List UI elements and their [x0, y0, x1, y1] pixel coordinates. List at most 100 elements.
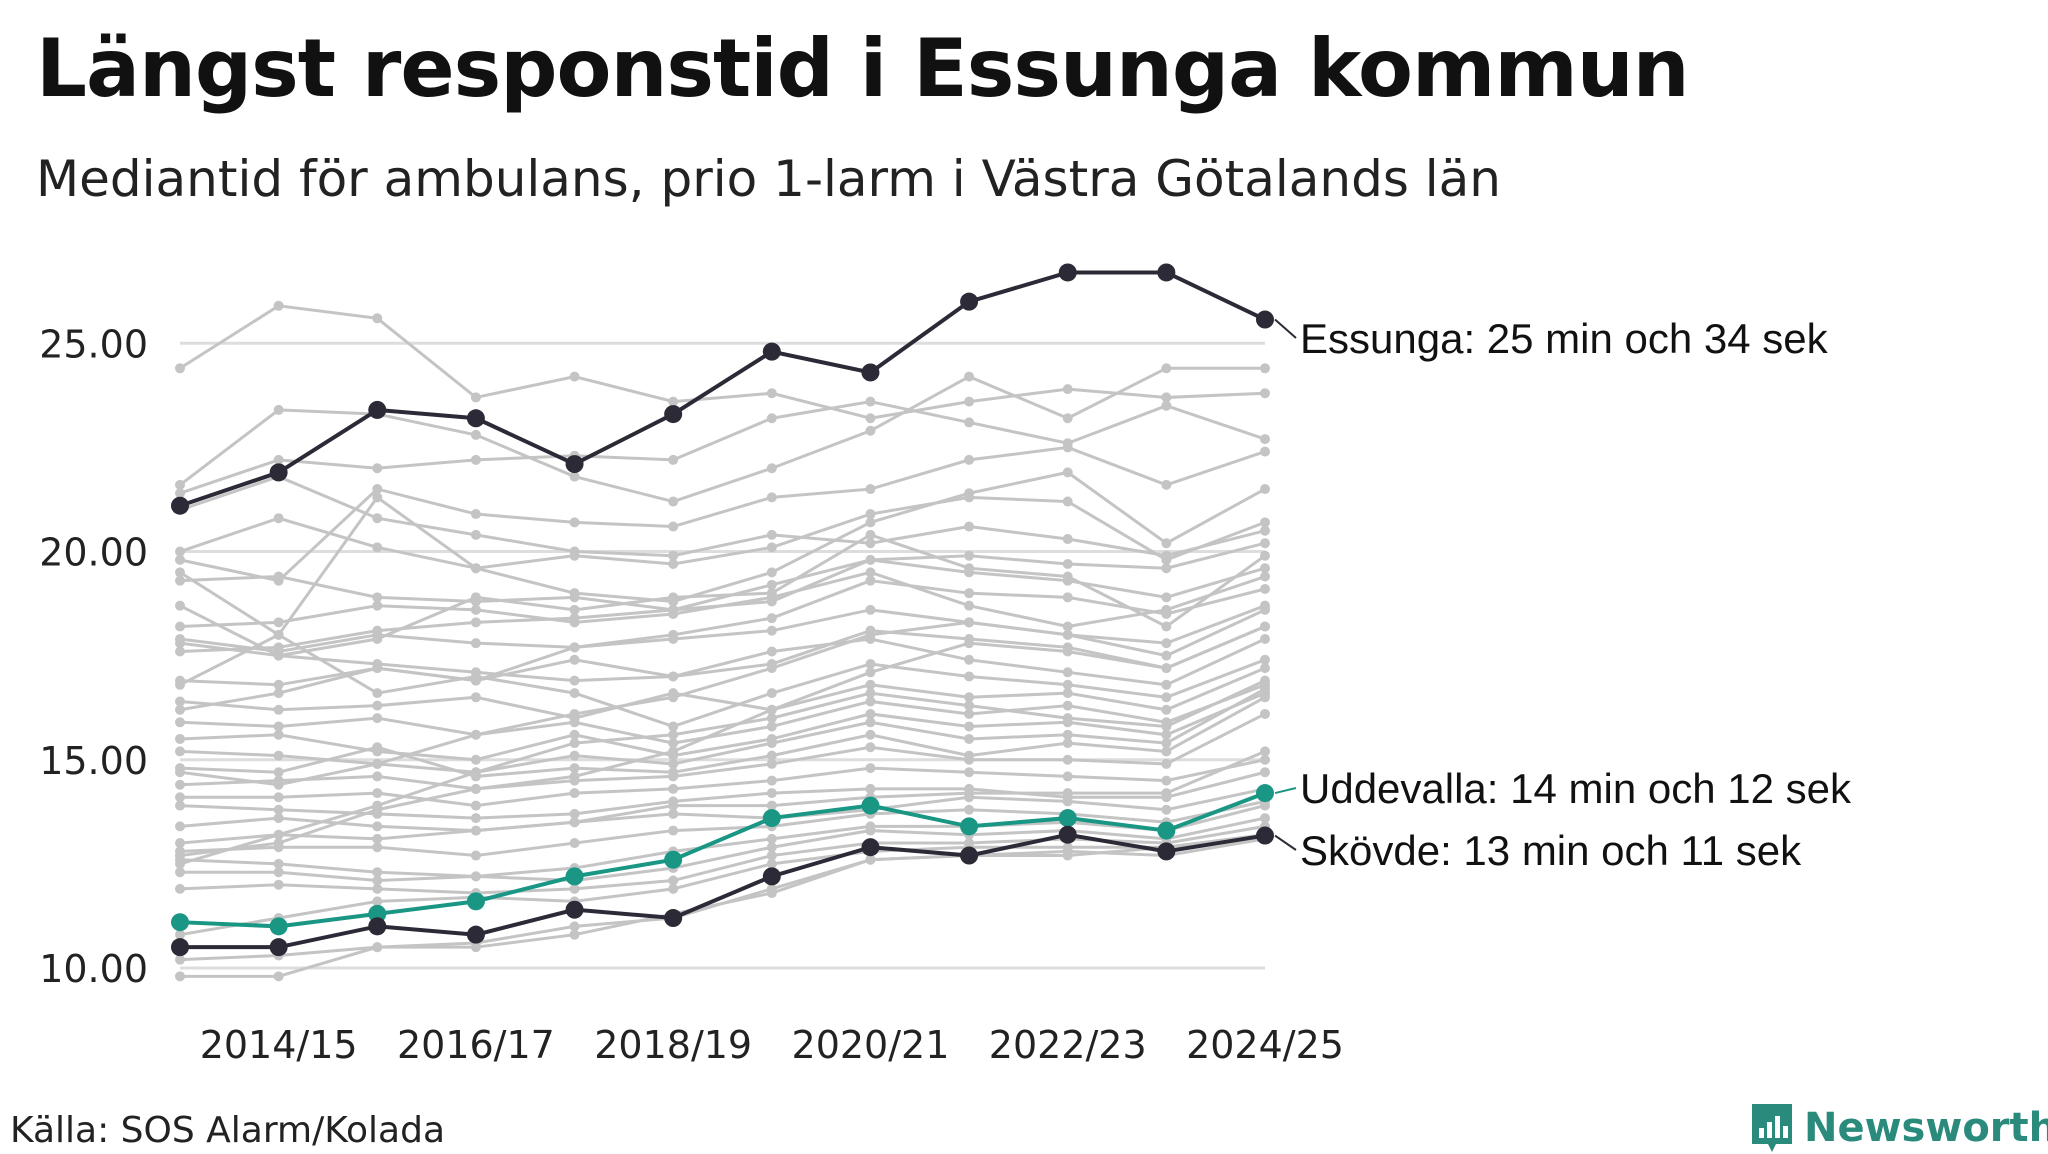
data-point [368, 917, 387, 936]
data-point [470, 692, 481, 703]
highlighted-series-layer [171, 263, 1274, 957]
series-line [179, 445, 1266, 583]
x-tick-label: 2020/21 [792, 1023, 950, 1067]
data-point [1161, 692, 1172, 703]
data-point [175, 929, 185, 940]
data-point [569, 817, 580, 828]
series-line [179, 625, 1266, 858]
label-connector [1274, 787, 1297, 795]
y-axis-labels: 10.00 15.00 20.00 25.00 [39, 322, 148, 991]
series-line [179, 770, 1266, 820]
data-point [964, 638, 975, 649]
data-point [964, 492, 975, 503]
data-point [1256, 784, 1274, 803]
series-line [179, 579, 1266, 712]
data-point [569, 738, 580, 749]
data-point [1062, 788, 1073, 799]
data-point [569, 654, 580, 665]
background-series [175, 567, 1270, 632]
y-tick-label: 20.00 [39, 531, 148, 575]
data-point [273, 629, 284, 640]
data-point [1161, 563, 1172, 574]
data-point [1260, 675, 1270, 686]
data-point [865, 629, 876, 640]
chart-subtitle: Mediantid för ambulans, prio 1-larm i Vä… [36, 150, 1501, 208]
data-point [766, 704, 777, 715]
data-point [569, 592, 580, 603]
data-point [668, 883, 679, 894]
data-point [273, 767, 284, 778]
data-point [1161, 704, 1172, 715]
data-point [273, 704, 284, 715]
data-point [960, 817, 979, 836]
data-point [565, 900, 584, 919]
background-series [175, 363, 1270, 507]
data-point [273, 813, 284, 824]
data-point [964, 700, 975, 711]
data-point [372, 513, 383, 524]
data-point [1157, 263, 1176, 282]
data-point [175, 479, 185, 490]
data-point [273, 617, 284, 628]
data-point [668, 771, 679, 782]
data-point [372, 625, 383, 636]
data-point [372, 758, 383, 769]
data-point [964, 454, 975, 465]
background-series [175, 604, 1270, 790]
x-tick-label: 2018/19 [594, 1023, 752, 1067]
data-point [569, 688, 580, 699]
background-series [175, 396, 1270, 499]
data-point [960, 846, 979, 865]
data-point [865, 509, 876, 520]
data-point [668, 758, 679, 769]
data-point [865, 529, 876, 540]
data-point [175, 546, 185, 557]
data-point [565, 455, 584, 474]
data-point [470, 825, 481, 836]
data-point [664, 850, 683, 869]
x-tick-label: 2014/15 [200, 1023, 358, 1067]
data-point [372, 600, 383, 611]
data-point [372, 713, 383, 724]
data-point [569, 471, 580, 482]
data-point [1260, 363, 1270, 374]
data-point [964, 371, 975, 382]
data-point [372, 484, 383, 495]
data-point [470, 392, 481, 403]
data-point [964, 396, 975, 407]
data-point [175, 858, 185, 869]
data-point [861, 363, 880, 382]
data-point [470, 850, 481, 861]
data-point [762, 867, 781, 886]
series-line [179, 679, 1266, 866]
data-point [865, 783, 876, 794]
data-point [1161, 738, 1172, 749]
data-point [569, 371, 580, 382]
data-point [569, 763, 580, 774]
data-point [175, 704, 185, 715]
series-line [179, 558, 1266, 653]
data-point [1161, 804, 1172, 815]
data-point [668, 604, 679, 615]
data-point [668, 550, 679, 561]
data-point [664, 909, 683, 928]
data-point [964, 708, 975, 719]
data-point [766, 529, 777, 540]
background-series [175, 554, 1270, 657]
data-point [569, 546, 580, 557]
series-line [179, 799, 1266, 858]
data-point [372, 867, 383, 878]
data-point [269, 463, 288, 482]
data-point [668, 721, 679, 732]
data-point [1260, 563, 1270, 574]
data-point [470, 454, 481, 465]
series-line [179, 633, 1266, 729]
data-point [273, 513, 284, 524]
data-point [1058, 809, 1077, 828]
data-point [372, 800, 383, 811]
data-point [668, 800, 679, 811]
data-point [1062, 713, 1073, 724]
data-point [372, 688, 383, 699]
background-series [175, 575, 1270, 715]
x-tick-label: 2016/17 [397, 1023, 555, 1067]
